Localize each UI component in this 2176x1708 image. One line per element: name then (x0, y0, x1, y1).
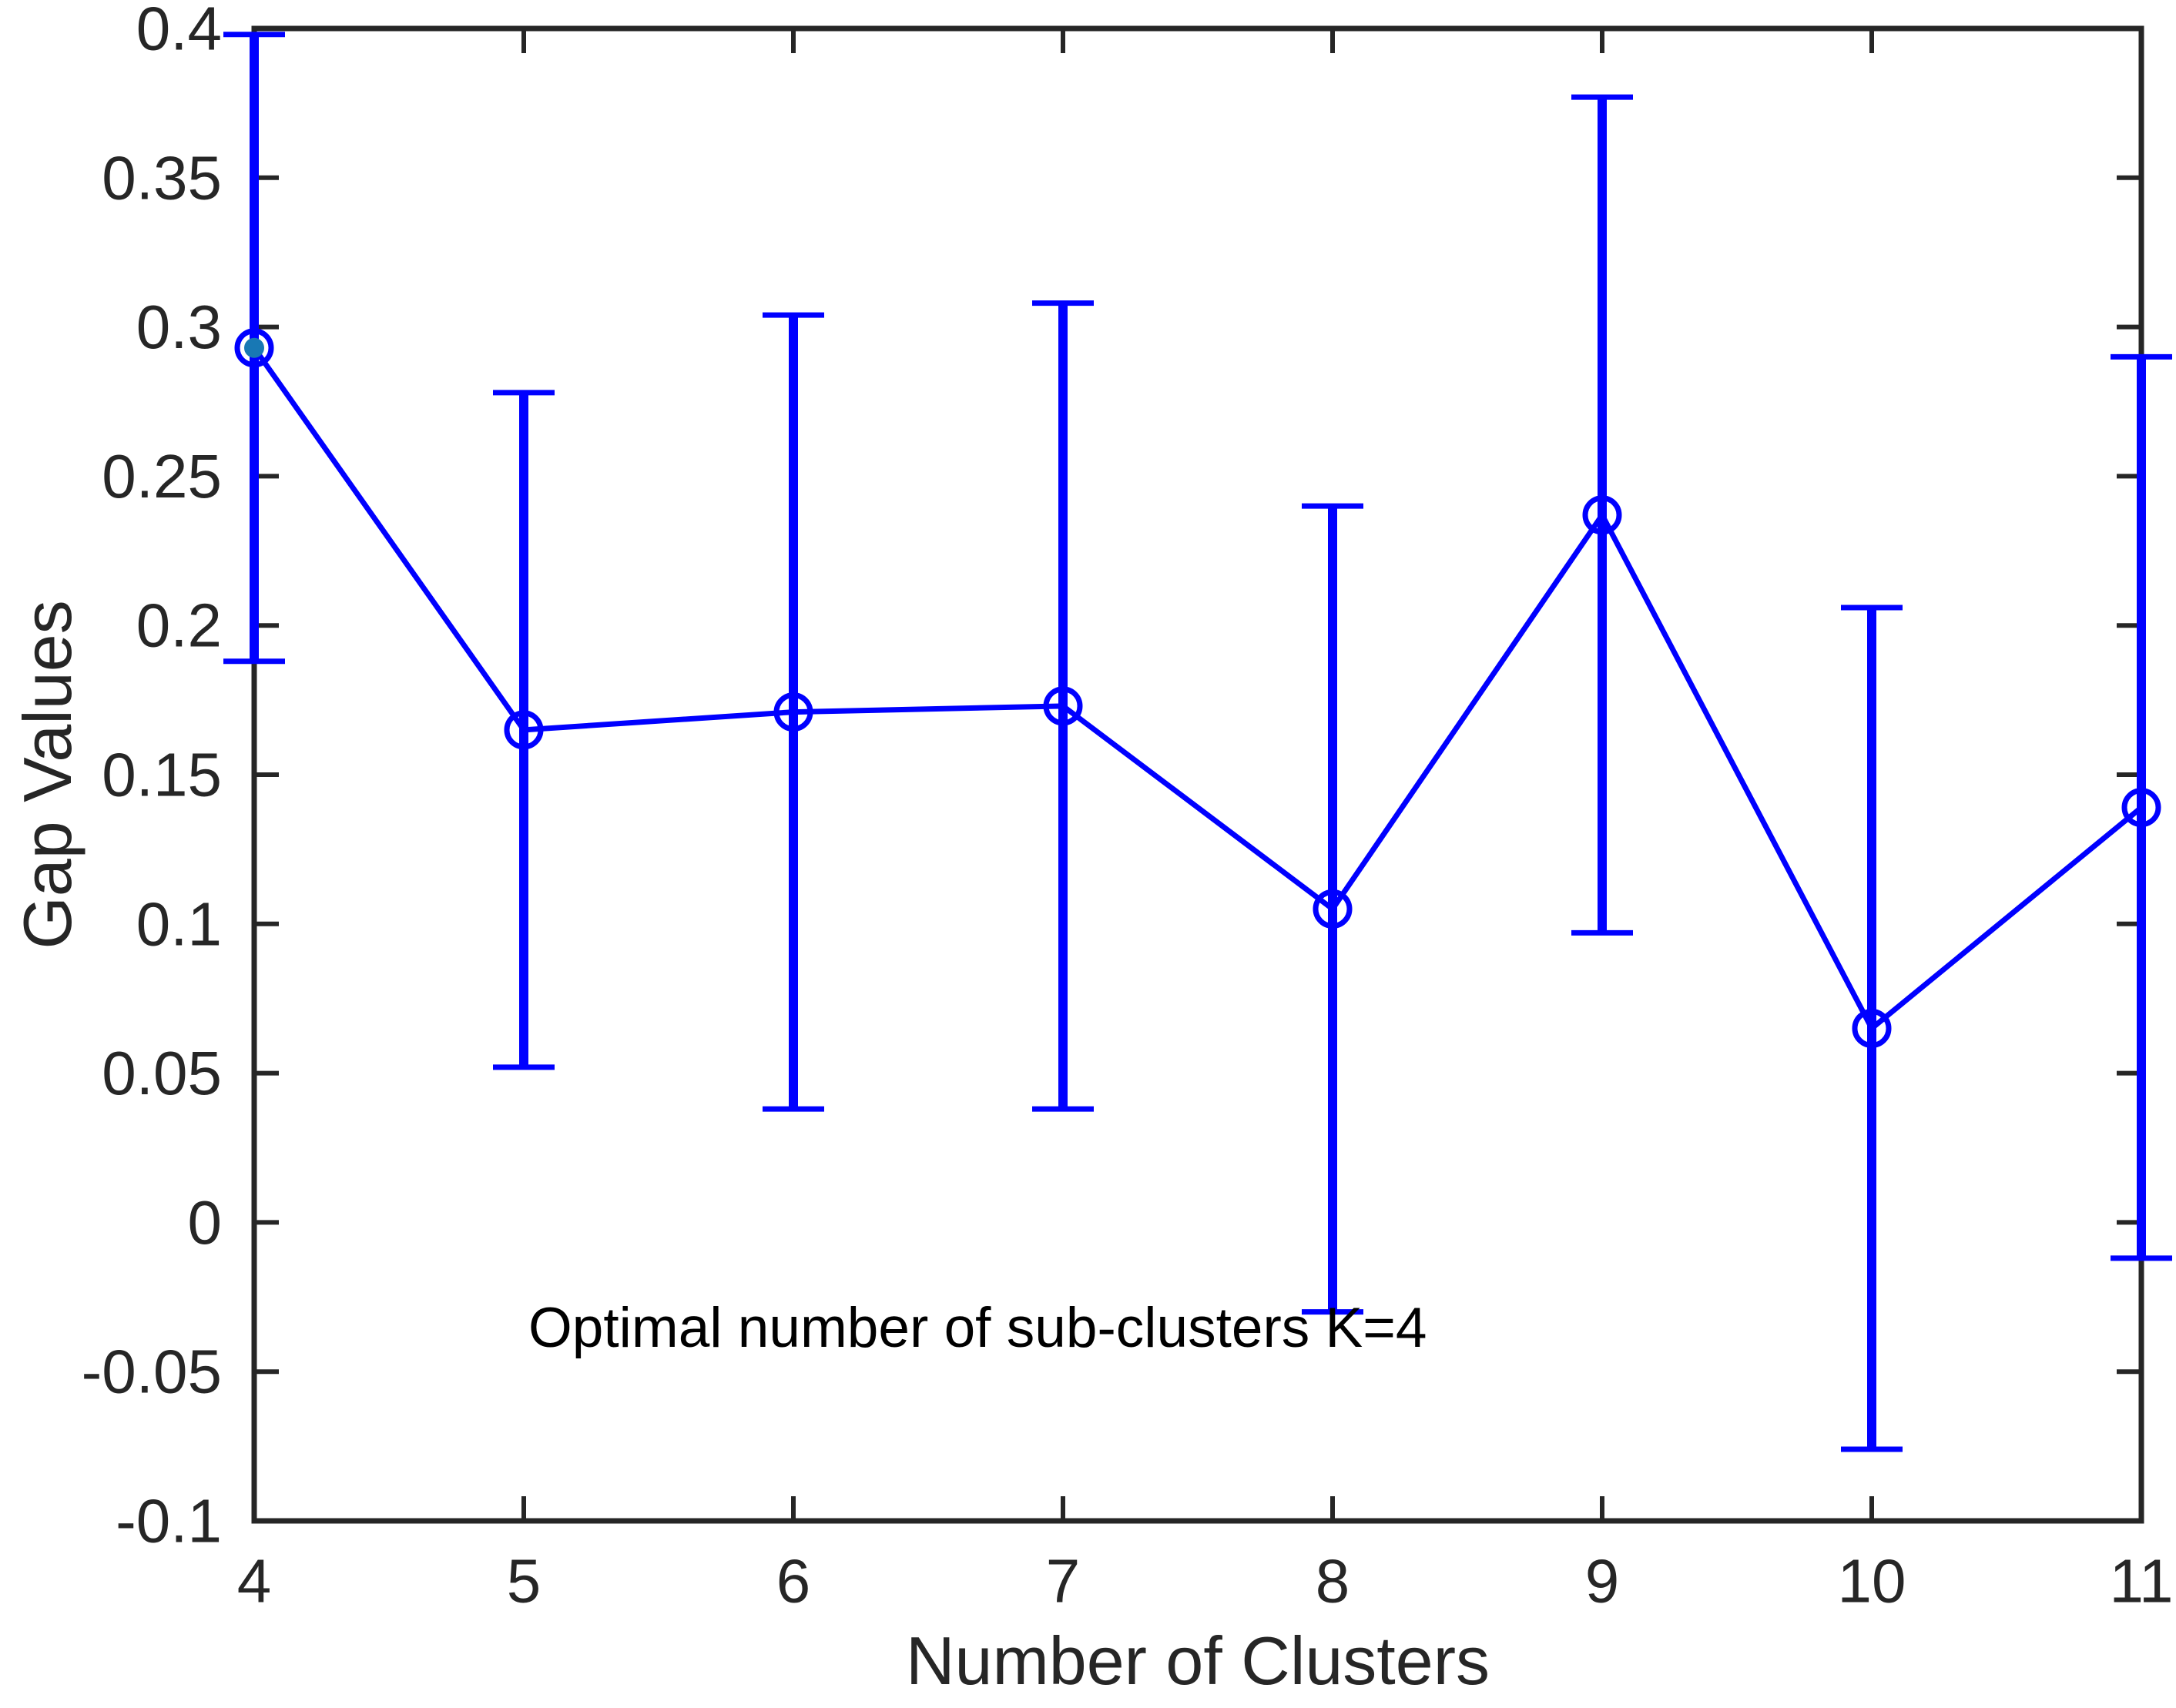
y-tick-label: 0.4 (136, 0, 222, 63)
optimal-k-annotation: Optimal number of sub-clusters K=4 (528, 1296, 1427, 1359)
x-tick-label: 7 (1046, 1547, 1081, 1616)
data-point-marker (1043, 686, 1083, 726)
data-point-marker (1852, 1008, 1892, 1048)
y-tick-label: 0.2 (136, 591, 222, 660)
data-point-marker (504, 710, 544, 750)
y-tick-label: 0.15 (102, 741, 222, 809)
x-tick-label: 6 (776, 1547, 811, 1616)
x-tick-label: 5 (507, 1547, 541, 1616)
x-axis-label: Number of Clusters (905, 1623, 1490, 1699)
y-tick-label: -0.05 (82, 1338, 222, 1406)
data-point-marker (773, 692, 813, 732)
y-tick-label: 0.1 (136, 889, 222, 958)
y-tick-label: 0.25 (102, 442, 222, 511)
x-tick-label: 4 (237, 1547, 272, 1616)
y-tick-label: 0.35 (102, 143, 222, 212)
y-axis-label: Gap Values (9, 600, 85, 949)
x-tick-label: 8 (1316, 1547, 1350, 1616)
data-point-marker (2121, 788, 2161, 828)
data-point-marker (234, 328, 274, 368)
y-tick-label: 0.05 (102, 1039, 222, 1107)
y-tick-label: -0.1 (116, 1487, 222, 1556)
y-tick-label: 0.3 (136, 293, 222, 361)
x-tick-label: 11 (2109, 1547, 2173, 1616)
x-tick-label: 9 (1585, 1547, 1620, 1616)
optimal-point-dot (244, 337, 264, 358)
gap-line (252, 346, 2144, 1033)
x-tick-label: 10 (1838, 1547, 1906, 1616)
data-point-marker (1582, 495, 1622, 535)
data-point-marker (1313, 889, 1353, 929)
y-tick-label: 0 (188, 1188, 223, 1257)
